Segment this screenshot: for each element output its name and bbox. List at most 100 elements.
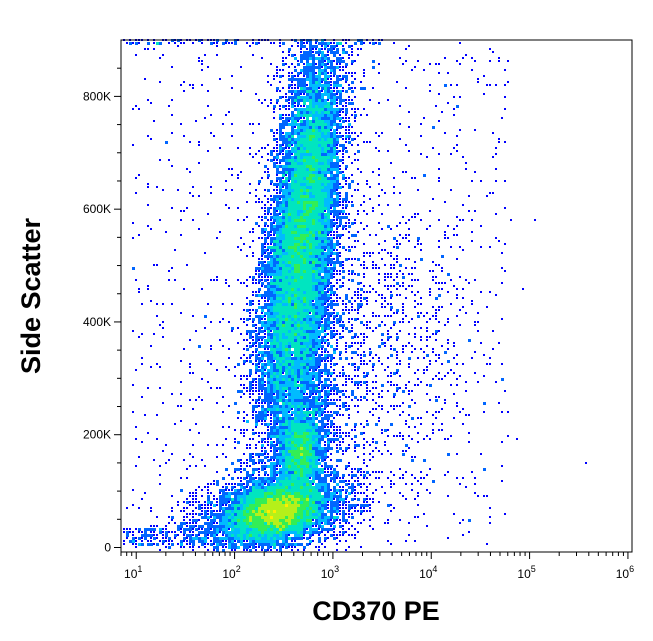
density-dot: [261, 315, 264, 318]
density-dot: [324, 474, 327, 477]
density-dot: [279, 294, 282, 297]
density-dot: [306, 489, 309, 492]
density-dot: [204, 510, 207, 513]
density-dot: [207, 510, 209, 512]
density-dot: [333, 150, 336, 153]
density-dot: [258, 504, 261, 507]
density-dot: [291, 390, 294, 393]
density-dot: [303, 471, 306, 474]
density-dot: [306, 270, 309, 273]
density-dot: [324, 225, 327, 228]
density-dot: [363, 339, 365, 341]
density-dot: [321, 111, 324, 114]
density-dot: [378, 243, 380, 245]
density-dot: [318, 252, 321, 255]
density-dot: [246, 333, 248, 335]
density-dot: [258, 537, 261, 540]
density-dot: [297, 255, 300, 258]
density-dot: [297, 309, 300, 312]
density-dot: [288, 318, 291, 321]
density-dot: [363, 69, 365, 71]
density-dot: [294, 459, 297, 462]
density-dot: [297, 462, 300, 465]
density-dot: [276, 336, 279, 339]
density-dot: [315, 462, 318, 465]
density-dot: [324, 369, 327, 372]
density-dot: [210, 513, 213, 516]
density-dot: [255, 531, 258, 534]
density-dot: [267, 342, 269, 344]
density-dot: [288, 198, 291, 201]
density-dot: [339, 186, 342, 189]
density-dot: [324, 84, 327, 87]
density-dot: [300, 51, 302, 53]
density-dot: [321, 390, 323, 392]
density-dot: [222, 477, 225, 480]
density-dot: [255, 336, 258, 339]
density-dot: [297, 318, 300, 321]
density-dot: [252, 438, 254, 440]
density-dot: [276, 282, 279, 285]
density-dot: [336, 210, 339, 213]
density-dot: [303, 153, 306, 156]
density-dot: [306, 78, 309, 81]
density-dot: [252, 546, 255, 549]
density-dot: [336, 201, 339, 204]
density-dot: [261, 345, 264, 348]
density-dot: [354, 246, 356, 248]
density-dot: [288, 354, 291, 357]
density-dot: [246, 255, 248, 257]
density-dot: [303, 357, 306, 360]
density-dot: [252, 282, 254, 284]
density-dot: [312, 420, 315, 423]
density-dot: [273, 456, 276, 459]
density-dot: [258, 393, 260, 395]
density-dot: [315, 180, 318, 183]
density-dot: [207, 531, 210, 534]
density-dot: [279, 429, 282, 432]
density-dot: [351, 513, 353, 515]
density-dot: [315, 450, 318, 453]
density-dot: [339, 477, 341, 479]
density-dot: [285, 333, 288, 336]
density-dot: [336, 252, 339, 255]
density-dot: [336, 534, 338, 536]
density-dot: [285, 366, 288, 369]
density-dot: [363, 108, 365, 110]
density-dot: [234, 537, 237, 540]
density-dot: [333, 495, 336, 498]
density-dot: [312, 339, 315, 342]
density-dot: [327, 207, 330, 210]
density-dot: [285, 522, 288, 525]
density-dot: [216, 540, 219, 543]
density-dot: [237, 492, 240, 495]
density-dot: [303, 381, 306, 384]
density-dot: [291, 387, 294, 390]
density-dot: [447, 360, 450, 363]
density-dot: [321, 495, 324, 498]
density-dot: [282, 177, 284, 179]
density-dot: [297, 156, 300, 159]
density-dot: [291, 423, 294, 426]
density-dot: [252, 228, 254, 230]
density-dot: [339, 480, 342, 483]
density-dot: [279, 546, 282, 549]
density-dot: [303, 237, 306, 240]
density-dot: [306, 366, 309, 369]
density-dot: [324, 336, 326, 338]
density-dot: [231, 516, 234, 519]
density-dot: [282, 510, 285, 513]
density-dot: [360, 468, 362, 470]
density-dot: [282, 486, 285, 489]
density-dot: [288, 465, 291, 468]
density-dot: [345, 201, 347, 203]
density-dot: [363, 471, 365, 473]
density-dot: [321, 327, 324, 330]
density-dot: [333, 234, 335, 236]
density-dot: [282, 462, 285, 465]
density-dot: [381, 321, 383, 323]
density-dot: [324, 183, 327, 186]
density-dot: [297, 450, 300, 453]
density-dot: [318, 399, 320, 401]
density-dot: [270, 279, 273, 282]
